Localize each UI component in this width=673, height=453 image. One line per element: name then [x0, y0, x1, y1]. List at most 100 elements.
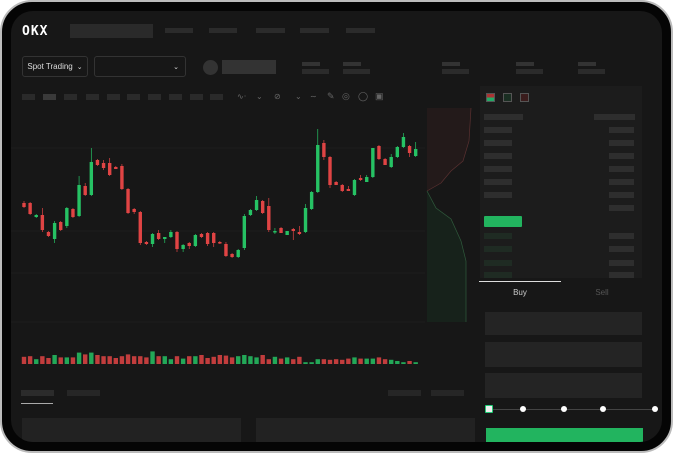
- volume-bar: [199, 355, 204, 364]
- volume-bar: [150, 351, 155, 364]
- line-icon[interactable]: ∼: [310, 92, 317, 101]
- filter-button[interactable]: [431, 390, 464, 396]
- candle: [371, 148, 375, 177]
- nav-item[interactable]: [346, 28, 375, 33]
- nav-item[interactable]: [300, 28, 329, 33]
- volume-bar: [217, 355, 223, 364]
- amount-slider[interactable]: [489, 409, 656, 410]
- timeframe-button[interactable]: [22, 94, 35, 100]
- spot-trading-button[interactable]: Spot Trading ⌄: [22, 56, 88, 77]
- candle: [169, 232, 173, 237]
- candle: [77, 185, 81, 216]
- nav-item[interactable]: [256, 28, 285, 33]
- timeframe-button[interactable]: [86, 94, 99, 100]
- timeframe-button[interactable]: [43, 94, 56, 100]
- candle: [383, 159, 387, 165]
- volume-bar: [193, 356, 198, 364]
- tab-order-history[interactable]: [67, 390, 100, 396]
- chevron-down-icon[interactable]: ⌄: [295, 92, 302, 101]
- okx-logo[interactable]: OKX: [22, 24, 49, 39]
- expand-icon[interactable]: ▣: [375, 91, 384, 101]
- volume-bar: [83, 354, 88, 364]
- chevron-down-icon[interactable]: ⌄: [256, 92, 263, 101]
- stat-label: [578, 62, 596, 66]
- total-input[interactable]: [485, 373, 642, 398]
- candle: [138, 212, 142, 243]
- ask-price: [484, 179, 512, 185]
- slider-step-75[interactable]: [600, 406, 606, 412]
- sell-tab[interactable]: Sell: [595, 288, 609, 297]
- candlestick-chart[interactable]: [11, 11, 662, 442]
- nav-item[interactable]: [165, 28, 193, 33]
- candle: [22, 203, 26, 207]
- bid-price: [484, 246, 512, 252]
- filter-button[interactable]: [388, 390, 421, 396]
- candle: [242, 216, 247, 248]
- tab-underline: [21, 403, 53, 404]
- volume-bar: [34, 359, 39, 364]
- ask-price: [484, 153, 512, 159]
- pair-selector[interactable]: ⌄: [94, 56, 186, 77]
- volume-bar: [248, 356, 253, 364]
- volume-bar: [107, 356, 112, 364]
- candle: [83, 186, 87, 195]
- nav-item[interactable]: [209, 28, 237, 33]
- circle-icon[interactable]: ◯: [358, 91, 369, 101]
- buy-button[interactable]: [486, 428, 643, 442]
- target-icon[interactable]: ◎: [342, 91, 350, 101]
- slider-step-50[interactable]: [561, 406, 567, 412]
- bid-size: [609, 272, 634, 278]
- drawing-icon[interactable]: ⊘: [274, 92, 281, 101]
- volume-bar: [278, 358, 284, 364]
- volume-bar: [156, 356, 161, 364]
- volume-bar: [309, 362, 314, 364]
- timeframe-button[interactable]: [64, 94, 77, 100]
- slider-step-25[interactable]: [520, 406, 526, 412]
- search-bar[interactable]: [70, 24, 153, 38]
- candle: [46, 232, 51, 236]
- tab-open-orders[interactable]: [21, 390, 54, 396]
- indicator-icon[interactable]: ∿⋅: [237, 92, 247, 101]
- timeframe-button[interactable]: [127, 94, 140, 100]
- orderbook-both-icon[interactable]: [486, 93, 495, 102]
- volume-bar: [266, 359, 271, 364]
- orderbook-asks-icon[interactable]: [520, 93, 529, 102]
- volume-bar: [95, 355, 100, 364]
- timeframe-button[interactable]: [190, 94, 203, 100]
- volume-bar: [370, 358, 376, 364]
- timeframe-button[interactable]: [169, 94, 182, 100]
- candle: [248, 210, 253, 215]
- stat-value: [442, 69, 469, 74]
- candle: [187, 243, 191, 246]
- candle: [205, 233, 210, 244]
- bid-price: [484, 272, 512, 278]
- price-input[interactable]: [485, 312, 642, 335]
- volume-bar: [229, 357, 235, 364]
- slider-step-100[interactable]: [652, 406, 658, 412]
- candle: [316, 145, 320, 192]
- volume-bar: [333, 359, 339, 364]
- volume-bar: [376, 357, 382, 364]
- pen-icon[interactable]: ✎: [327, 91, 335, 101]
- volume-bar: [64, 357, 70, 364]
- timeframe-button[interactable]: [148, 94, 161, 100]
- screen: OKX Spot Trading ⌄ ⌄ ∿⋅ ⌄ ⊘ ⌄ ∼ ✎ ◎ ◯ ▣: [11, 11, 662, 442]
- stat-label: [516, 62, 534, 66]
- amount-input[interactable]: [485, 342, 642, 367]
- volume-bar: [260, 355, 265, 364]
- volume-bar: [321, 359, 327, 364]
- timeframe-button[interactable]: [210, 94, 223, 100]
- stat-label: [302, 62, 320, 66]
- volume-bar: [205, 358, 210, 364]
- volume-bar: [303, 362, 308, 364]
- candle: [65, 208, 69, 226]
- buy-tab[interactable]: Buy: [479, 281, 561, 305]
- ask-size: [609, 166, 634, 172]
- candle: [322, 143, 326, 157]
- timeframe-button[interactable]: [107, 94, 120, 100]
- slider-handle[interactable]: [485, 405, 493, 413]
- stat-value: [343, 69, 370, 74]
- orderbook-bids-icon[interactable]: [503, 93, 512, 102]
- volume-bar: [89, 352, 94, 364]
- candle: [377, 146, 381, 159]
